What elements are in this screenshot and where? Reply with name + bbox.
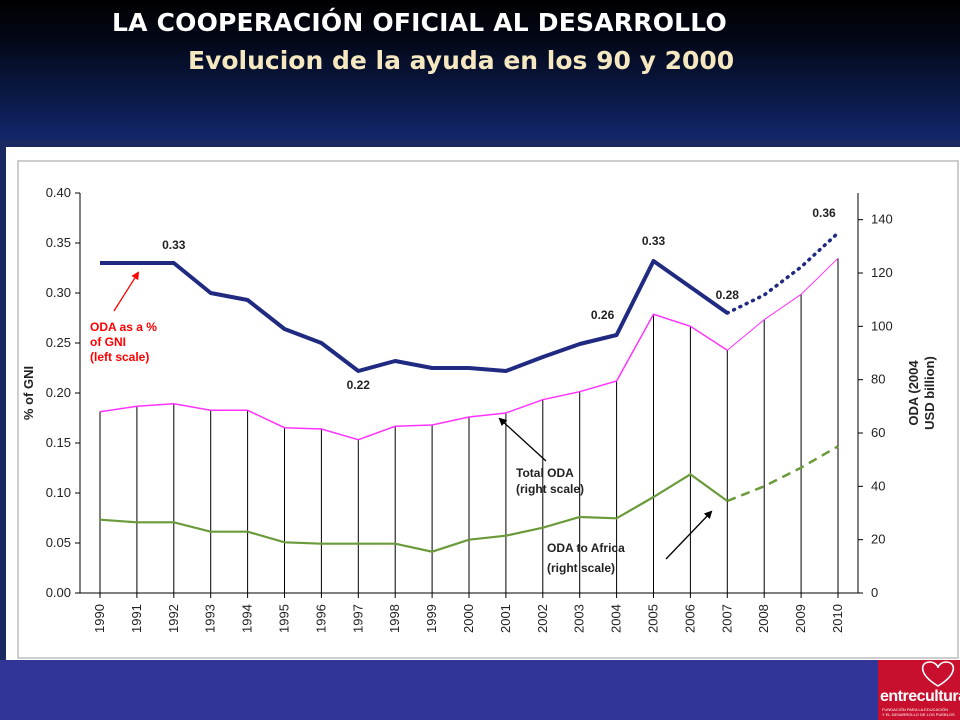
left-tick-label: 0.15 xyxy=(46,435,71,450)
africa-arrow xyxy=(665,510,713,560)
slide-header: LA COOPERACIÓN OFICIAL AL DESARROLLO Evo… xyxy=(0,0,960,140)
drop-lines xyxy=(99,258,839,593)
oda-chart: 0.00 0.05 0.10 0.15 0.20 0.25 0.30 0.35 0.40 0 20 4… xyxy=(17,160,959,659)
logo-tagline-1: FUNDACIÓN PARA LA EDUCACIÓN xyxy=(882,707,949,712)
x-tick-label: 1995 xyxy=(277,604,292,633)
x-tick-label: 2005 xyxy=(646,604,661,633)
right-tick-label: 0 xyxy=(871,585,878,600)
oda-gni-annotation-line: ODA as a % xyxy=(90,320,157,334)
slide-title: LA COOPERACIÓN OFICIAL AL DESARROLLO xyxy=(112,8,727,37)
left-tick-label: 0.30 xyxy=(46,285,71,300)
x-tick-label: 1998 xyxy=(387,604,402,633)
left-tick-label: 0.20 xyxy=(46,385,71,400)
oda-gni-annotation-line: of GNI xyxy=(90,335,126,349)
x-tick-label: 2010 xyxy=(830,604,845,633)
x-tick-label: 2003 xyxy=(572,604,587,633)
oda-gni-annotation-line: (left scale) xyxy=(90,350,149,364)
right-tick-label: 40 xyxy=(871,478,885,493)
x-tick-label: 1999 xyxy=(424,604,439,633)
slide-subtitle: Evolucion de la ayuda en los 90 y 2000 xyxy=(188,46,735,75)
value-label-1992: 0.33 xyxy=(162,238,186,252)
x-tick-label: 2007 xyxy=(719,604,734,633)
left-tick-label: 0.10 xyxy=(46,485,71,500)
x-tick-label: 1993 xyxy=(203,604,218,633)
y2-axis-title-2: USD billion) xyxy=(922,356,937,430)
right-tick-label: 140 xyxy=(871,212,893,227)
x-tick-label: 2006 xyxy=(682,604,697,633)
logo-name: entreculturas xyxy=(880,688,960,705)
left-tick-label: 0.40 xyxy=(46,185,71,200)
chart-frame xyxy=(17,160,959,659)
x-tick-label: 1992 xyxy=(166,604,181,633)
total-oda-arrow xyxy=(498,417,547,462)
x-tick-label: 2009 xyxy=(793,604,808,633)
right-tick-label: 60 xyxy=(871,425,885,440)
x-tick-label: 1994 xyxy=(240,604,255,633)
x-tick-label: 2000 xyxy=(461,604,476,633)
value-label-1997: 0.22 xyxy=(347,378,371,392)
africa-annotation-line: (right scale) xyxy=(547,561,615,575)
total-oda-projection xyxy=(726,257,839,351)
x-tick-label: 1996 xyxy=(313,604,328,633)
total-oda-annotation-line: Total ODA xyxy=(516,466,574,480)
left-tick-label: 0.25 xyxy=(46,335,71,350)
value-label-2007: 0.28 xyxy=(716,288,740,302)
oda-gni-arrow xyxy=(113,271,140,312)
right-tick-label: 20 xyxy=(871,532,885,547)
right-tick-label: 120 xyxy=(871,265,893,280)
right-tick-label: 80 xyxy=(871,372,885,387)
entreculturas-logo: entreculturas FUNDACIÓN PARA LA EDUCACIÓ… xyxy=(878,660,960,720)
slide-footer xyxy=(0,660,960,720)
total-oda-annotation-line: (right scale) xyxy=(516,482,584,496)
logo-tagline-2: Y EL DESARROLLO DE LOS PUEBLOS xyxy=(882,712,955,717)
left-tick-label: 0.05 xyxy=(46,535,71,550)
x-tick-label: 2004 xyxy=(609,604,624,633)
africa-projection xyxy=(726,445,839,503)
x-tick-label: 2002 xyxy=(535,604,550,633)
value-label-2004: 0.26 xyxy=(591,308,615,322)
annotations: 0.33 0.22 0.26 0.33 0.28 0.36 ODA as a %of GNI… xyxy=(90,206,836,575)
value-label-2005: 0.33 xyxy=(642,234,666,248)
chart-panel: 0.00 0.05 0.10 0.15 0.20 0.25 0.30 0.35 0.40 0 20 4… xyxy=(6,147,960,660)
x-tick-label: 2008 xyxy=(756,604,771,633)
y2-axis-title-1: ODA (2004 xyxy=(906,360,921,426)
x-tick-label: 1990 xyxy=(92,604,107,633)
total-oda-line xyxy=(99,313,728,441)
africa-line xyxy=(99,472,728,553)
oda-gni-projection xyxy=(725,231,840,315)
value-label-2010: 0.36 xyxy=(812,206,836,220)
oda-gni-line xyxy=(100,259,729,373)
africa-annotation-line: ODA to Africa xyxy=(547,541,625,555)
heart-icon xyxy=(921,661,955,687)
x-tick-label: 2001 xyxy=(498,604,513,633)
left-tick-label: 0.35 xyxy=(46,235,71,250)
x-tick-label: 1991 xyxy=(129,604,144,633)
logo-tagline: FUNDACIÓN PARA LA EDUCACIÓN Y EL DESARRO… xyxy=(882,707,955,717)
x-tick-label: 1997 xyxy=(350,604,365,633)
right-tick-label: 100 xyxy=(871,318,893,333)
axes: 0.00 0.05 0.10 0.15 0.20 0.25 0.30 0.35 0.40 0 20 4… xyxy=(21,185,937,633)
y-axis-title: % of GNI xyxy=(21,366,36,420)
left-tick-label: 0.00 xyxy=(46,585,71,600)
series xyxy=(99,231,840,553)
